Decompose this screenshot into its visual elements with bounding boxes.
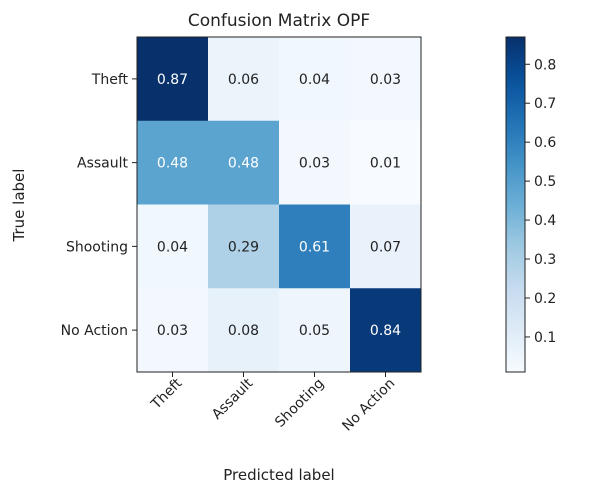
cell-value-label: 0.04 bbox=[299, 72, 330, 88]
cell-value-label: 0.03 bbox=[370, 72, 401, 88]
colorbar-tick-label: 0.3 bbox=[534, 252, 556, 268]
cell-value-label: 0.29 bbox=[228, 239, 259, 255]
cell-value-label: 0.05 bbox=[299, 323, 330, 339]
cell-value-label: 0.84 bbox=[370, 323, 401, 339]
colorbar-tick-label: 0.1 bbox=[534, 330, 556, 346]
x-tick-label: Shooting bbox=[272, 376, 327, 431]
y-tick-labels: Theft Assault Shooting No Action bbox=[61, 72, 137, 339]
colorbar-gradient bbox=[505, 36, 526, 373]
cell-value-label: 0.48 bbox=[157, 156, 188, 172]
x-axis-label: Predicted label bbox=[223, 466, 334, 484]
colorbar-tick-label: 0.5 bbox=[534, 174, 556, 190]
cell-value-label: 0.03 bbox=[299, 156, 330, 172]
colorbar-tick-label: 0.6 bbox=[534, 135, 556, 151]
heatmap-cell bbox=[350, 120, 422, 205]
colorbar-tick-label: 0.2 bbox=[534, 291, 556, 307]
cell-value-label: 0.08 bbox=[228, 323, 259, 339]
colorbar-tick-label: 0.4 bbox=[534, 213, 556, 229]
x-tick-label: Assault bbox=[209, 375, 257, 423]
x-tick-label: Theft bbox=[148, 375, 186, 413]
heatmap-cell bbox=[137, 288, 209, 373]
cell-value-label: 0.48 bbox=[228, 156, 259, 172]
heatmap-cell bbox=[350, 288, 422, 373]
y-axis-label: True label bbox=[10, 169, 28, 243]
x-tick-labels: Theft Assault Shooting No Action bbox=[148, 372, 398, 435]
heatmap-cell bbox=[137, 37, 209, 122]
y-tick-label: Theft bbox=[91, 72, 129, 88]
colorbar-tick-label: 0.7 bbox=[534, 96, 556, 112]
colorbar-tick-label: 0.8 bbox=[534, 57, 556, 73]
heatmap-cell bbox=[137, 204, 209, 289]
heatmap-cell bbox=[208, 120, 280, 205]
heatmap-cell bbox=[208, 204, 280, 289]
heatmap-cell bbox=[208, 288, 280, 373]
heatmap-cells: 0.87 0.06 0.04 0.03 0.48 0.48 0.03 0.01 0.04 0.29… bbox=[137, 37, 422, 373]
cell-value-label: 0.04 bbox=[157, 239, 188, 255]
colorbar: 0.1 0.2 0.3 0.4 0.5 0.6 0.7 0.8 bbox=[505, 36, 556, 373]
heatmap-cell bbox=[279, 37, 351, 122]
x-tick-label: No Action bbox=[339, 376, 398, 435]
heatmap-cell bbox=[279, 204, 351, 289]
heatmap-cell bbox=[208, 37, 280, 122]
chart-title: Confusion Matrix OPF bbox=[188, 11, 370, 31]
cell-value-label: 0.87 bbox=[157, 72, 188, 88]
heatmap-cell bbox=[350, 37, 422, 122]
plot-frame bbox=[136, 36, 422, 373]
heatmap-cell bbox=[350, 204, 422, 289]
cell-value-label: 0.01 bbox=[370, 156, 401, 172]
heatmap-cell bbox=[137, 120, 209, 205]
y-tick-label: Assault bbox=[77, 156, 129, 172]
y-tick-label: No Action bbox=[61, 323, 128, 339]
heatmap-cell bbox=[279, 120, 351, 205]
cell-value-label: 0.61 bbox=[299, 239, 330, 255]
y-tick-label: Shooting bbox=[66, 239, 128, 255]
heatmap-cell bbox=[279, 288, 351, 373]
cell-value-label: 0.06 bbox=[228, 72, 259, 88]
cell-value-label: 0.07 bbox=[370, 239, 401, 255]
cell-value-label: 0.03 bbox=[157, 323, 188, 339]
